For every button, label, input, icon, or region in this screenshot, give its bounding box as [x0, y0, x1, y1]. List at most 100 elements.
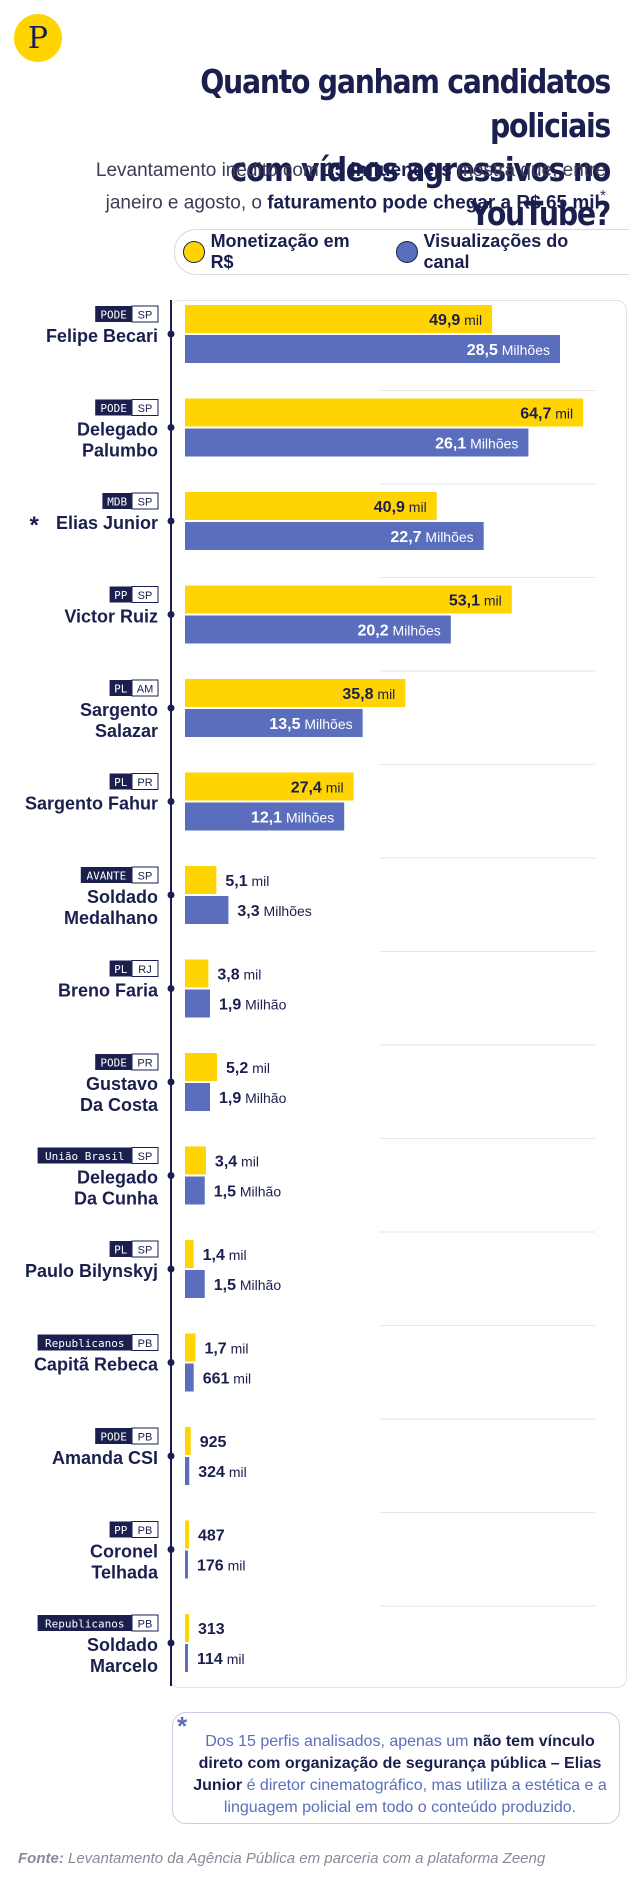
- bar-chart: 49,9 mil 28,5 Milhões SP PODE Felipe Becari 6…: [25, 305, 595, 1676]
- legend: Monetização em R$ Visualizações do canal: [174, 229, 629, 275]
- footnote-box: * Dos 15 perfis analisados, apenas um nã…: [172, 1711, 620, 1824]
- data-label-views: 22,7 Milhões: [390, 529, 473, 546]
- party-tag: PODE: [100, 1431, 127, 1444]
- party-tag-box: [80, 867, 132, 883]
- state-tag: AM: [137, 684, 154, 696]
- state-tag: SP: [138, 403, 153, 415]
- data-label-views: 1,9 Milhão: [219, 997, 287, 1014]
- bar-monetization: [185, 772, 354, 801]
- yellow-dot-icon: [183, 241, 205, 263]
- bar-monetization: [185, 866, 217, 894]
- bar-monetization: [185, 1053, 217, 1081]
- data-label-views: 1,5 Milhão: [214, 1184, 282, 1201]
- state-tag: PB: [138, 1338, 153, 1350]
- axis-dot: [167, 798, 175, 805]
- bar-views: [185, 1644, 188, 1672]
- bar-monetization: [185, 492, 437, 520]
- data-label-monetization: 1,4 mil: [203, 1247, 247, 1264]
- data-label-views: 13,5 Milhões: [269, 716, 352, 733]
- state-tag: SP: [138, 497, 153, 509]
- candidate-name: Soldado: [87, 887, 158, 907]
- axis-dot: [167, 517, 175, 525]
- bar-monetization: [185, 398, 584, 427]
- data-label-views: 20,2 Milhões: [358, 623, 441, 640]
- bar-monetization: [185, 959, 209, 988]
- bar-views: [185, 522, 484, 550]
- state-tag: SP: [138, 871, 153, 883]
- party-tag-box: [95, 1054, 132, 1070]
- party-tag: União Brasil: [45, 1150, 124, 1163]
- party-tag-box: [109, 680, 132, 696]
- party-tag-box: [109, 1241, 132, 1257]
- data-label-views: 661 mil: [203, 1371, 251, 1388]
- bar-views: [185, 1176, 205, 1205]
- candidate-star: *: [29, 512, 39, 539]
- party-tag: AVANTE: [87, 870, 127, 883]
- axis-dot: [167, 891, 175, 899]
- state-tag: SP: [138, 1151, 153, 1163]
- party-tag-box: [95, 1428, 132, 1444]
- data-label-views: 176 mil: [197, 1558, 245, 1575]
- candidate-name: Salazar: [95, 721, 158, 741]
- party-tag: Republicanos: [45, 1337, 124, 1350]
- candidate-name: Soldado: [87, 1635, 158, 1655]
- state-tag: SP: [138, 1245, 153, 1257]
- data-label-monetization: 40,9 mil: [374, 499, 427, 516]
- candidate-name: Felipe Becari: [46, 326, 158, 346]
- bar-views: [185, 428, 529, 457]
- candidate-name: Capitã Rebeca: [34, 1355, 159, 1375]
- state-tag: PR: [137, 1058, 152, 1070]
- data-label-monetization: 64,7 mil: [520, 406, 573, 423]
- party-tag-box: [37, 1334, 132, 1351]
- chart-axis: [170, 300, 172, 1686]
- candidate-name: Victor Ruiz: [64, 607, 158, 627]
- party-tag-box: [102, 493, 132, 509]
- candidate-name: Coronel: [90, 1542, 158, 1562]
- axis-dot: [167, 1452, 175, 1460]
- data-label-views: 114 mil: [197, 1651, 245, 1668]
- data-label-views: 1,9 Milhão: [219, 1090, 287, 1107]
- bar-views: [185, 335, 560, 363]
- data-label-monetization: 5,2 mil: [226, 1060, 270, 1077]
- candidate-name: Marcelo: [90, 1656, 158, 1676]
- bar-views: [185, 896, 229, 924]
- axis-dot: [167, 1546, 175, 1553]
- candidate-name: Amanda CSI: [52, 1448, 158, 1468]
- candidate-name: Sargento: [80, 700, 158, 720]
- data-label-monetization: 49,9 mil: [429, 312, 482, 329]
- bar-views: [185, 1270, 205, 1298]
- data-label-monetization: 5,1 mil: [225, 873, 269, 890]
- axis-dot: [167, 704, 175, 712]
- footnote-star: *: [177, 1711, 188, 1741]
- bar-monetization: [185, 305, 493, 333]
- axis-dot: [167, 611, 175, 618]
- legend-item-monetization: Monetização em R$: [183, 231, 374, 273]
- data-label-views: 26,1 Milhões: [435, 436, 518, 453]
- candidate-name: Da Cunha: [74, 1189, 159, 1209]
- bar-monetization: [185, 679, 406, 707]
- bar-views: [185, 615, 451, 644]
- axis-dot: [167, 330, 175, 338]
- party-tag-box: [109, 960, 132, 977]
- data-label-monetization: 487: [198, 1528, 225, 1545]
- candidate-name: Gustavo: [86, 1074, 158, 1094]
- state-tag: SP: [138, 590, 153, 602]
- data-label-monetization: 313: [198, 1621, 225, 1638]
- candidate-name: Telhada: [91, 1563, 159, 1583]
- bar-views: [185, 1550, 188, 1579]
- page-title: Quanto ganham candidatos policiais com v…: [163, 60, 611, 236]
- party-tag: PL: [114, 963, 128, 976]
- party-tag-box: [109, 586, 132, 603]
- party-tag-box: [95, 306, 132, 322]
- data-label-monetization: 1,7 mil: [204, 1341, 248, 1358]
- candidate-name: Medalhano: [64, 908, 158, 928]
- party-tag-box: [95, 399, 132, 416]
- candidate-name: Delegado: [77, 420, 158, 440]
- axis-dot: [167, 1172, 175, 1179]
- party-tag: PL: [114, 1244, 128, 1257]
- state-tag: PB: [138, 1525, 153, 1537]
- bar-monetization: [185, 585, 512, 614]
- candidate-name: Paulo Bilynskyj: [25, 1261, 158, 1281]
- data-label-views: 1,5 Milhão: [214, 1277, 282, 1294]
- bar-monetization: [185, 1614, 189, 1642]
